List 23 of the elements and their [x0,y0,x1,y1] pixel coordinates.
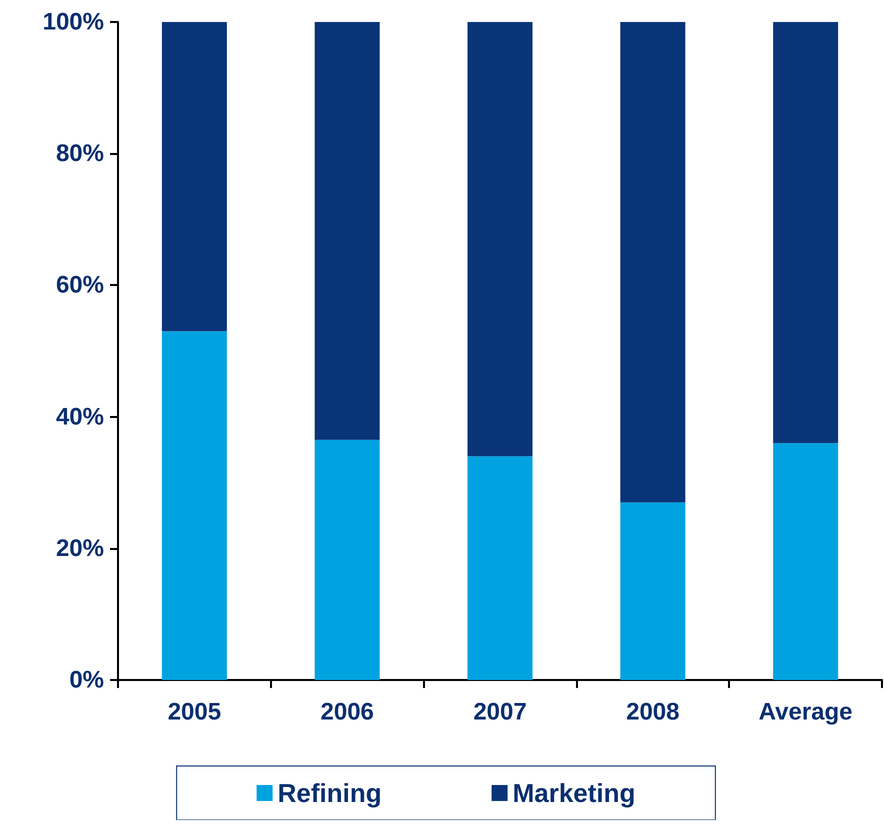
bar [314,22,380,440]
legend-label: Marketing [512,778,636,808]
y-tick-label: 80% [56,140,104,168]
x-tick-label: Average [758,698,853,726]
x-tick-label: 2006 [320,698,374,726]
bar [773,443,838,680]
y-tick-label: 40% [56,403,104,430]
bar [620,502,686,680]
y-tick-label: 20% [56,534,104,562]
y-tick-label: 0% [69,666,104,694]
y-tick-label: 100% [42,8,104,36]
x-tick-label: 2007 [473,698,527,726]
bar [773,22,838,444]
bar [162,22,227,332]
legend-label: Refining [278,778,382,808]
bar [620,22,686,502]
x-tick-label: 2005 [168,698,222,726]
bar [314,440,380,680]
bar [468,22,532,456]
y-tick-label: 60% [56,272,104,299]
bar [162,331,227,680]
x-tick-label: 2008 [626,698,680,726]
bar [468,456,532,680]
